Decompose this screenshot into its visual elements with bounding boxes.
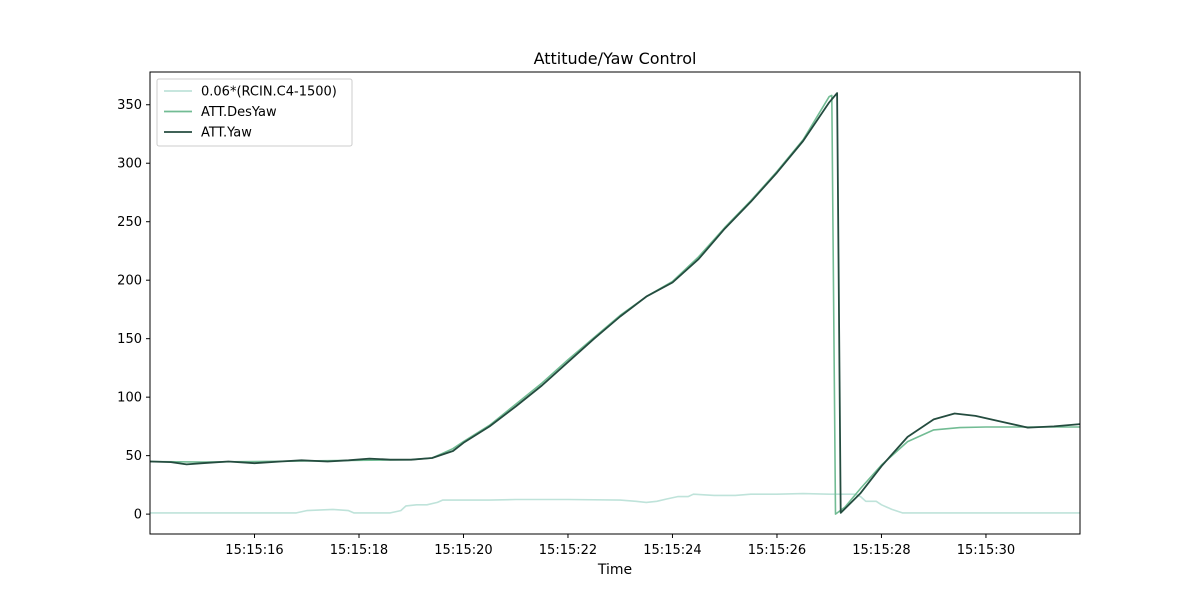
x-tick-label: 15:15:20 [434,543,492,558]
x-tick-label: 15:15:28 [852,543,910,558]
x-tick-label: 15:15:16 [225,543,283,558]
plot-area [150,72,1080,534]
y-tick-label: 100 [117,391,142,406]
plot-frame [149,71,1081,535]
x-tick-label: 15:15:30 [957,543,1015,558]
x-axis-title: Time [597,562,632,578]
x-tick-label: 15:15:18 [330,543,388,558]
x-tick-label: 15:15:24 [643,543,701,558]
legend-entries: 0.06*(RCIN.C4-1500) ATT.DesYaw ATT.Yaw [164,85,337,141]
y-tick-label: 300 [117,157,142,172]
series-line-0 [150,492,1080,514]
y-tick-label: 350 [117,98,142,113]
y-tick-label: 0 [134,508,142,523]
y-axis-ticks: 0 50 100 150 200 250 300 350 [117,98,150,523]
legend-box [156,78,353,147]
y-tick-label: 250 [117,215,142,230]
x-axis-ticks: 15:15:16 15:15:18 15:15:20 15:15:22 15:15:24… [225,534,1015,558]
x-tick-label: 15:15:26 [748,543,806,558]
x-tick-label: 15:15:22 [539,543,597,558]
legend: 0.06*(RCIN.C4-1500) ATT.DesYaw ATT.Yaw [156,78,353,147]
legend-label: 0.06*(RCIN.C4-1500) [201,85,337,100]
series-line-2 [150,92,1080,514]
y-tick-label: 150 [117,332,142,347]
legend-label: ATT.DesYaw [201,105,277,120]
chart-title: Attitude/Yaw Control [534,49,697,68]
y-tick-label: 50 [125,449,142,464]
series-layer [150,92,1080,515]
legend-label: ATT.Yaw [201,126,252,141]
y-tick-label: 200 [117,274,142,289]
